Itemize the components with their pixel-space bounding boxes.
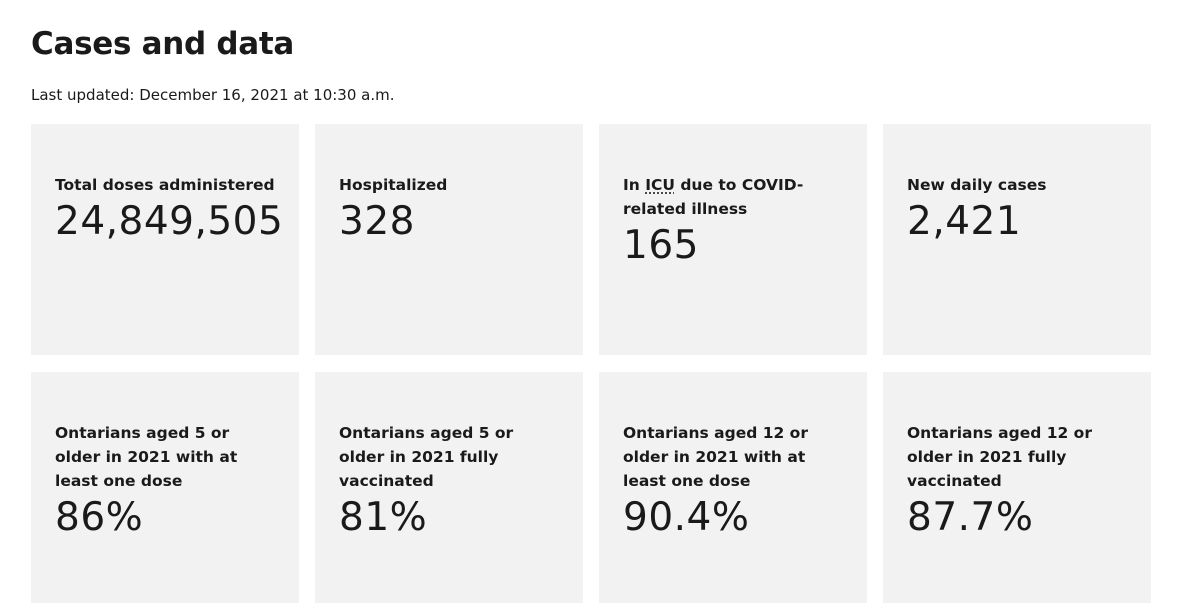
stat-card-value: 87.7% [907,495,1034,540]
stat-card-value: 90.4% [623,495,750,540]
stat-card-new-daily-cases: New daily cases 2,421 [883,124,1151,355]
stats-grid: Total doses administered 24,849,505 Hosp… [31,124,1151,603]
stat-card-age5-fully-vaccinated: Ontarians aged 5 or older in 2021 fully … [315,372,583,603]
page-title: Cases and data [31,26,295,62]
stat-card-value: 81% [339,495,428,540]
stat-card-age5-one-dose: Ontarians aged 5 or older in 2021 with a… [31,372,299,603]
stat-card-icu: In ICU due to COVID-related illness 165 [599,124,867,355]
stat-card-hospitalized: Hospitalized 328 [315,124,583,355]
stat-card-label: Ontarians aged 12 or older in 2021 with … [623,424,808,490]
stat-card-value: 86% [55,495,144,540]
stat-card-label: Ontarians aged 5 or older in 2021 fully … [339,424,514,490]
label-suffix: due to COVID-related illness [623,176,804,218]
stat-card-label: In ICU due to COVID-related illness [623,173,843,221]
stat-card-value: 165 [623,223,699,268]
stat-card-total-doses: Total doses administered 24,849,505 [31,124,299,355]
stat-card-label: Ontarians aged 5 or older in 2021 with a… [55,424,238,490]
last-updated-text: Last updated: December 16, 2021 at 10:30… [31,86,395,104]
stat-card-label: Ontarians aged 12 or older in 2021 fully… [907,424,1092,490]
stat-card-label: Hospitalized [339,176,448,194]
stat-card-age12-fully-vaccinated: Ontarians aged 12 or older in 2021 fully… [883,372,1151,603]
stat-card-age12-one-dose: Ontarians aged 12 or older in 2021 with … [599,372,867,603]
stat-card-label: Total doses administered [55,176,275,194]
label-prefix: In [623,176,646,194]
stat-card-value: 2,421 [907,199,1022,244]
stat-card-value: 328 [339,199,415,244]
stat-card-value: 24,849,505 [55,199,284,244]
icu-abbreviation[interactable]: ICU [645,176,675,194]
stat-card-label: New daily cases [907,176,1047,194]
